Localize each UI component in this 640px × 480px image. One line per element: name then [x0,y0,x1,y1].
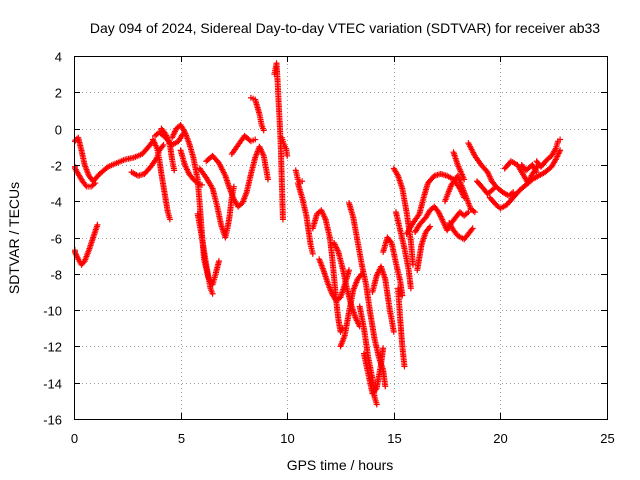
data-point [399,292,406,299]
data-point [198,181,205,188]
data-point [209,290,216,297]
data-point [92,180,99,187]
data-point [461,176,468,183]
data-point [390,328,397,335]
data-point [284,152,291,159]
data-point [309,250,316,257]
track-point [425,224,432,231]
data-point [409,261,416,268]
track-point [82,182,89,189]
axis-ticks [74,56,608,420]
data-point [427,223,434,230]
x-tick-label: 0 [71,431,78,446]
data-point [469,225,476,232]
x-tick-label: 15 [387,431,401,446]
data-point [171,167,178,174]
y-tick-label: -14 [43,377,62,392]
x-tick-labels: 0 5 10 15 20 25 [71,431,615,446]
track-point [159,143,166,150]
chart-title: Day 094 of 2024, Sidereal Day-to-day VTE… [90,20,600,36]
data-point [166,216,173,223]
track-point [489,186,496,193]
y-tick-label: 0 [55,123,62,138]
x-axis-title: GPS time / hours [287,457,394,473]
data-point [407,285,414,292]
y-tick-label: 2 [55,86,62,101]
y-tick-label: -16 [43,413,62,428]
track-point [372,386,379,393]
data-point [401,363,408,370]
data-point [465,209,472,216]
data-point [265,176,272,183]
y-tick-label: -8 [50,268,62,283]
data-point [533,169,540,176]
data-point [279,216,286,223]
y-tick-label: -2 [50,159,62,174]
y-tick-labels: 4 2 0 -2 -4 -6 -8 -10 -12 -14 -16 [43,50,62,428]
x-tick-label: 25 [600,431,614,446]
data-point [260,127,267,134]
y-axis-title: SDTVAR / TECUs [6,182,22,294]
data-point [299,178,306,185]
data-point [215,258,222,265]
data-point [557,136,564,143]
data-point [160,141,167,148]
data-point [491,185,498,192]
track-point [387,238,394,245]
data-point [557,147,564,154]
y-tick-label: -4 [50,195,62,210]
data-point [252,136,259,143]
y-tick-label: 4 [55,50,62,65]
y-tick-label: -10 [43,304,62,319]
track-point [468,226,475,233]
data-point [510,189,517,196]
data-point [471,209,478,216]
data-point [382,383,389,390]
x-tick-label: 10 [280,431,294,446]
data-point [346,267,353,274]
y-tick-label: -12 [43,340,62,355]
x-tick-label: 20 [493,431,507,446]
x-tick-label: 5 [178,431,185,446]
data-point [373,401,380,408]
data-point [380,345,387,352]
data-marks [72,60,564,408]
data-point [94,221,101,228]
grid [74,56,607,419]
y-tick-label: -6 [50,232,62,247]
